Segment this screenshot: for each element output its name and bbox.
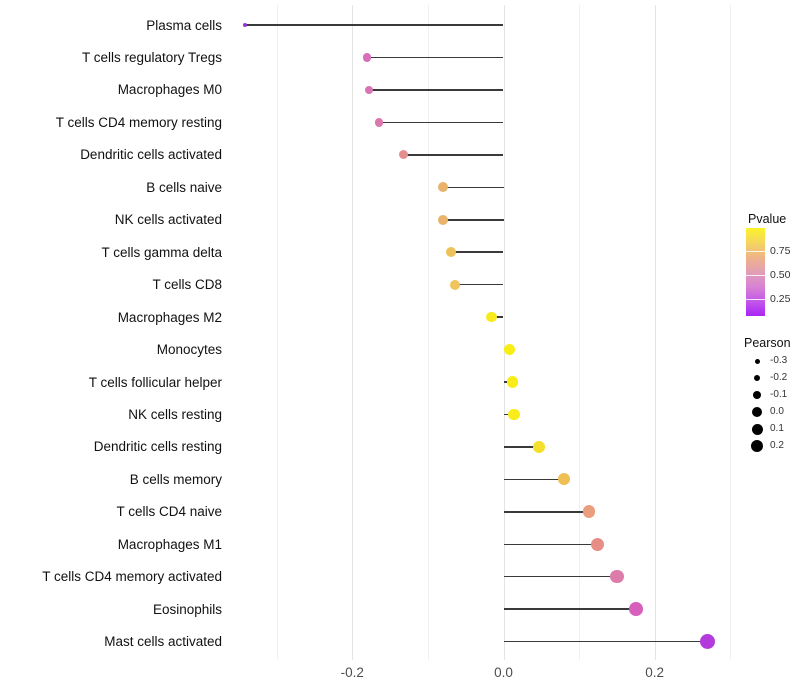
size-legend-label: -0.1 — [770, 389, 788, 400]
colorbar-tick-label: 0.25 — [770, 293, 791, 305]
y-axis-label: Plasma cells — [146, 17, 222, 33]
y-axis-label: Eosinophils — [152, 601, 222, 617]
y-axis-label: B cells naive — [146, 179, 222, 195]
size-legend-dot — [752, 407, 762, 417]
x-axis-tick-label: -0.2 — [340, 665, 364, 680]
lollipop-stem — [503, 608, 636, 610]
gridline — [352, 5, 354, 660]
lollipop-point — [610, 570, 624, 584]
y-axis-label: Macrophages M0 — [117, 82, 222, 98]
y-axis-label: T cells regulatory Tregs — [81, 50, 222, 65]
lollipop-point — [445, 247, 456, 258]
size-legend-label: 0.2 — [770, 440, 784, 451]
lollipop-point — [503, 343, 516, 356]
lollipop-point — [557, 473, 571, 486]
lollipop-point — [699, 633, 716, 650]
x-axis-tick-label: 0.2 — [645, 665, 665, 680]
size-legend-label: -0.2 — [770, 372, 788, 383]
lollipop-point — [508, 408, 520, 421]
size-legend-label: 0.1 — [770, 423, 784, 434]
y-axis-label: Monocytes — [156, 342, 222, 357]
y-axis-label: Macrophages M2 — [117, 309, 222, 325]
size-legend-dot — [753, 374, 761, 382]
lollipop-point — [450, 279, 461, 290]
y-axis-label: T cells gamma delta — [101, 244, 222, 260]
y-axis-label: T cells CD4 memory resting — [55, 114, 222, 130]
lollipop-point — [374, 118, 384, 127]
pearson-legend-title: Pearson — [744, 336, 791, 350]
colorbar-tick-mark — [746, 299, 765, 300]
lollipop-stem — [403, 154, 504, 156]
y-axis-label: T cells CD4 memory activated — [42, 569, 222, 585]
lollipop-point — [590, 537, 604, 551]
lollipop-stem — [503, 543, 598, 545]
lollipop-stem — [367, 56, 504, 59]
lollipop-stem — [491, 316, 504, 318]
size-legend-label: -0.3 — [770, 355, 788, 366]
y-axis-label: T cells follicular helper — [88, 374, 222, 390]
gridline — [730, 5, 732, 660]
lollipop-point — [399, 150, 409, 160]
y-axis-label: NK cells activated — [114, 212, 222, 228]
gridline — [654, 5, 656, 660]
lollipop-stem — [368, 89, 504, 91]
lollipop-stem — [503, 478, 564, 481]
x-axis-tick-label: 0.0 — [494, 665, 513, 680]
lollipop-point — [628, 602, 643, 616]
lollipop-stem — [503, 640, 708, 643]
plot-panel — [232, 5, 738, 660]
lollipop-point — [533, 441, 545, 453]
lollipop-stem — [503, 511, 589, 513]
lollipop-point — [506, 376, 519, 388]
colorbar-tick-label: 0.50 — [770, 269, 791, 281]
colorbar-tick-label: 0.75 — [770, 245, 791, 257]
lollipop-point — [438, 214, 448, 225]
lollipop-stem — [455, 283, 504, 286]
lollipop-point — [486, 311, 497, 323]
y-axis-label: Macrophages M1 — [117, 536, 222, 552]
gridline — [427, 5, 429, 660]
colorbar-tick-mark — [746, 275, 765, 276]
lollipop-point — [438, 182, 448, 193]
size-legend-dot — [754, 358, 760, 364]
lollipop-point — [582, 505, 596, 519]
gridline — [579, 5, 581, 660]
lollipop-stem — [503, 575, 617, 578]
size-legend-label: 0.0 — [770, 406, 784, 417]
lollipop-stem — [244, 24, 504, 26]
size-legend-dot — [752, 390, 762, 400]
y-axis-label: T cells CD8 — [152, 277, 222, 293]
y-axis-label: T cells CD4 naive — [116, 504, 222, 520]
lollipop-point — [242, 22, 248, 28]
lollipop-stem — [450, 251, 504, 253]
lollipop-point — [363, 53, 372, 62]
pvalue-legend-title: Pvalue — [748, 212, 787, 226]
y-axis-label: Dendritic cells activated — [80, 147, 222, 163]
lollipop-stem — [443, 219, 504, 221]
y-axis-label: Mast cells activated — [104, 634, 222, 650]
lollipop-stem — [443, 186, 504, 188]
gridline — [503, 5, 505, 660]
size-legend-dot — [751, 423, 763, 435]
size-legend-dot — [750, 439, 764, 453]
y-axis-label: NK cells resting — [128, 406, 222, 422]
lollipop-stem — [378, 121, 504, 124]
lollipop-stem — [503, 446, 539, 448]
lollipop-point — [364, 85, 373, 94]
y-axis-label: B cells memory — [129, 471, 222, 487]
colorbar-tick-mark — [746, 251, 765, 252]
y-axis-label: Dendritic cells resting — [93, 439, 222, 455]
pvalue-colorbar — [746, 228, 765, 316]
gridline — [276, 5, 278, 660]
